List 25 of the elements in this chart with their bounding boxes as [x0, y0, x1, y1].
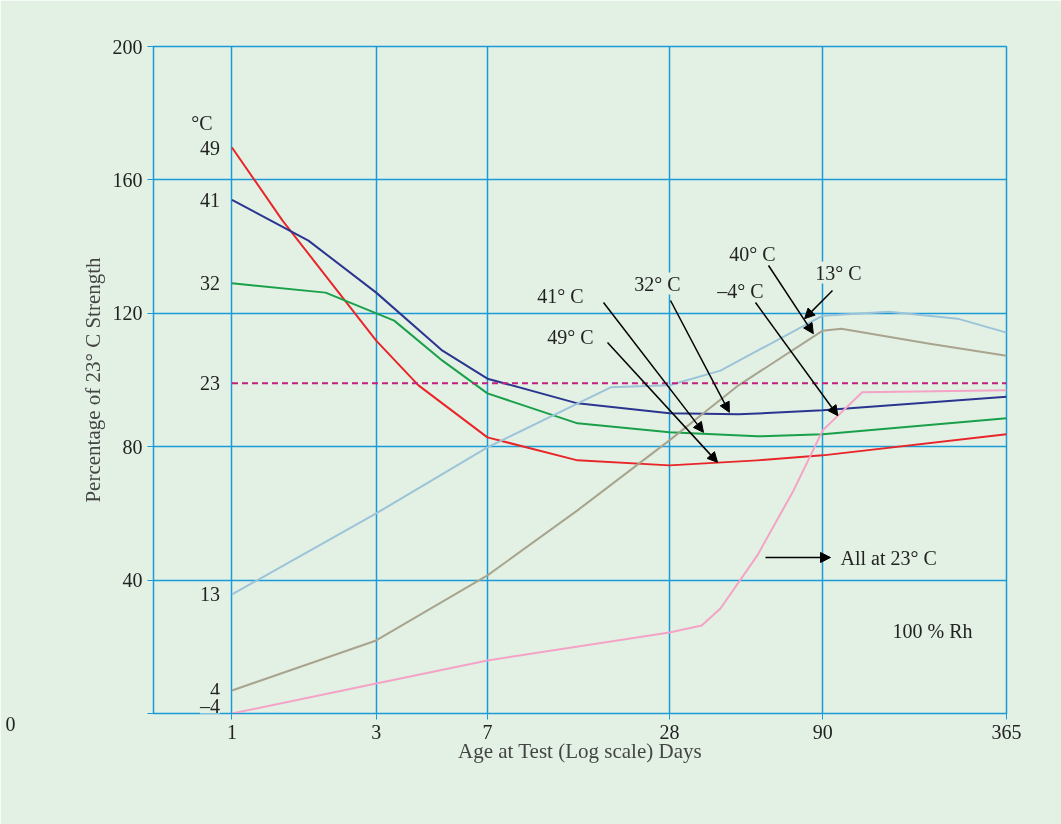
y-axis-title: Percentage of 23° C Strength — [80, 256, 105, 503]
x-tick-label: 3 — [371, 720, 382, 743]
annotation: °C — [191, 111, 213, 134]
series-label: 49 — [199, 136, 220, 159]
x-tick-label: 365 — [991, 720, 1022, 743]
x-tick-label: 90 — [812, 720, 833, 743]
annotation: –4° C — [716, 279, 764, 302]
series-label: 23 — [199, 372, 220, 395]
y-tick-label: 120 — [112, 302, 143, 325]
annotation: 32° C — [634, 272, 681, 295]
y-tick-label: 80 — [122, 435, 143, 458]
annotation: 40° C — [729, 242, 776, 265]
annotation: All at 23° C — [840, 546, 937, 569]
annotation: 41° C — [537, 284, 584, 307]
series-label: 32 — [199, 272, 220, 295]
annotation: 100 % Rh — [892, 619, 973, 642]
x-tick-label: 1 — [226, 720, 237, 743]
y-tick-label: 160 — [112, 168, 143, 191]
text: 0 — [5, 712, 16, 735]
annotation: 13° C — [815, 261, 862, 284]
y-tick-label: 40 — [122, 569, 143, 592]
y-tick-label: 200 — [112, 35, 143, 58]
annotation: 49° C — [547, 325, 594, 348]
series-label: 41 — [199, 188, 220, 211]
series-label: 13 — [199, 583, 220, 606]
